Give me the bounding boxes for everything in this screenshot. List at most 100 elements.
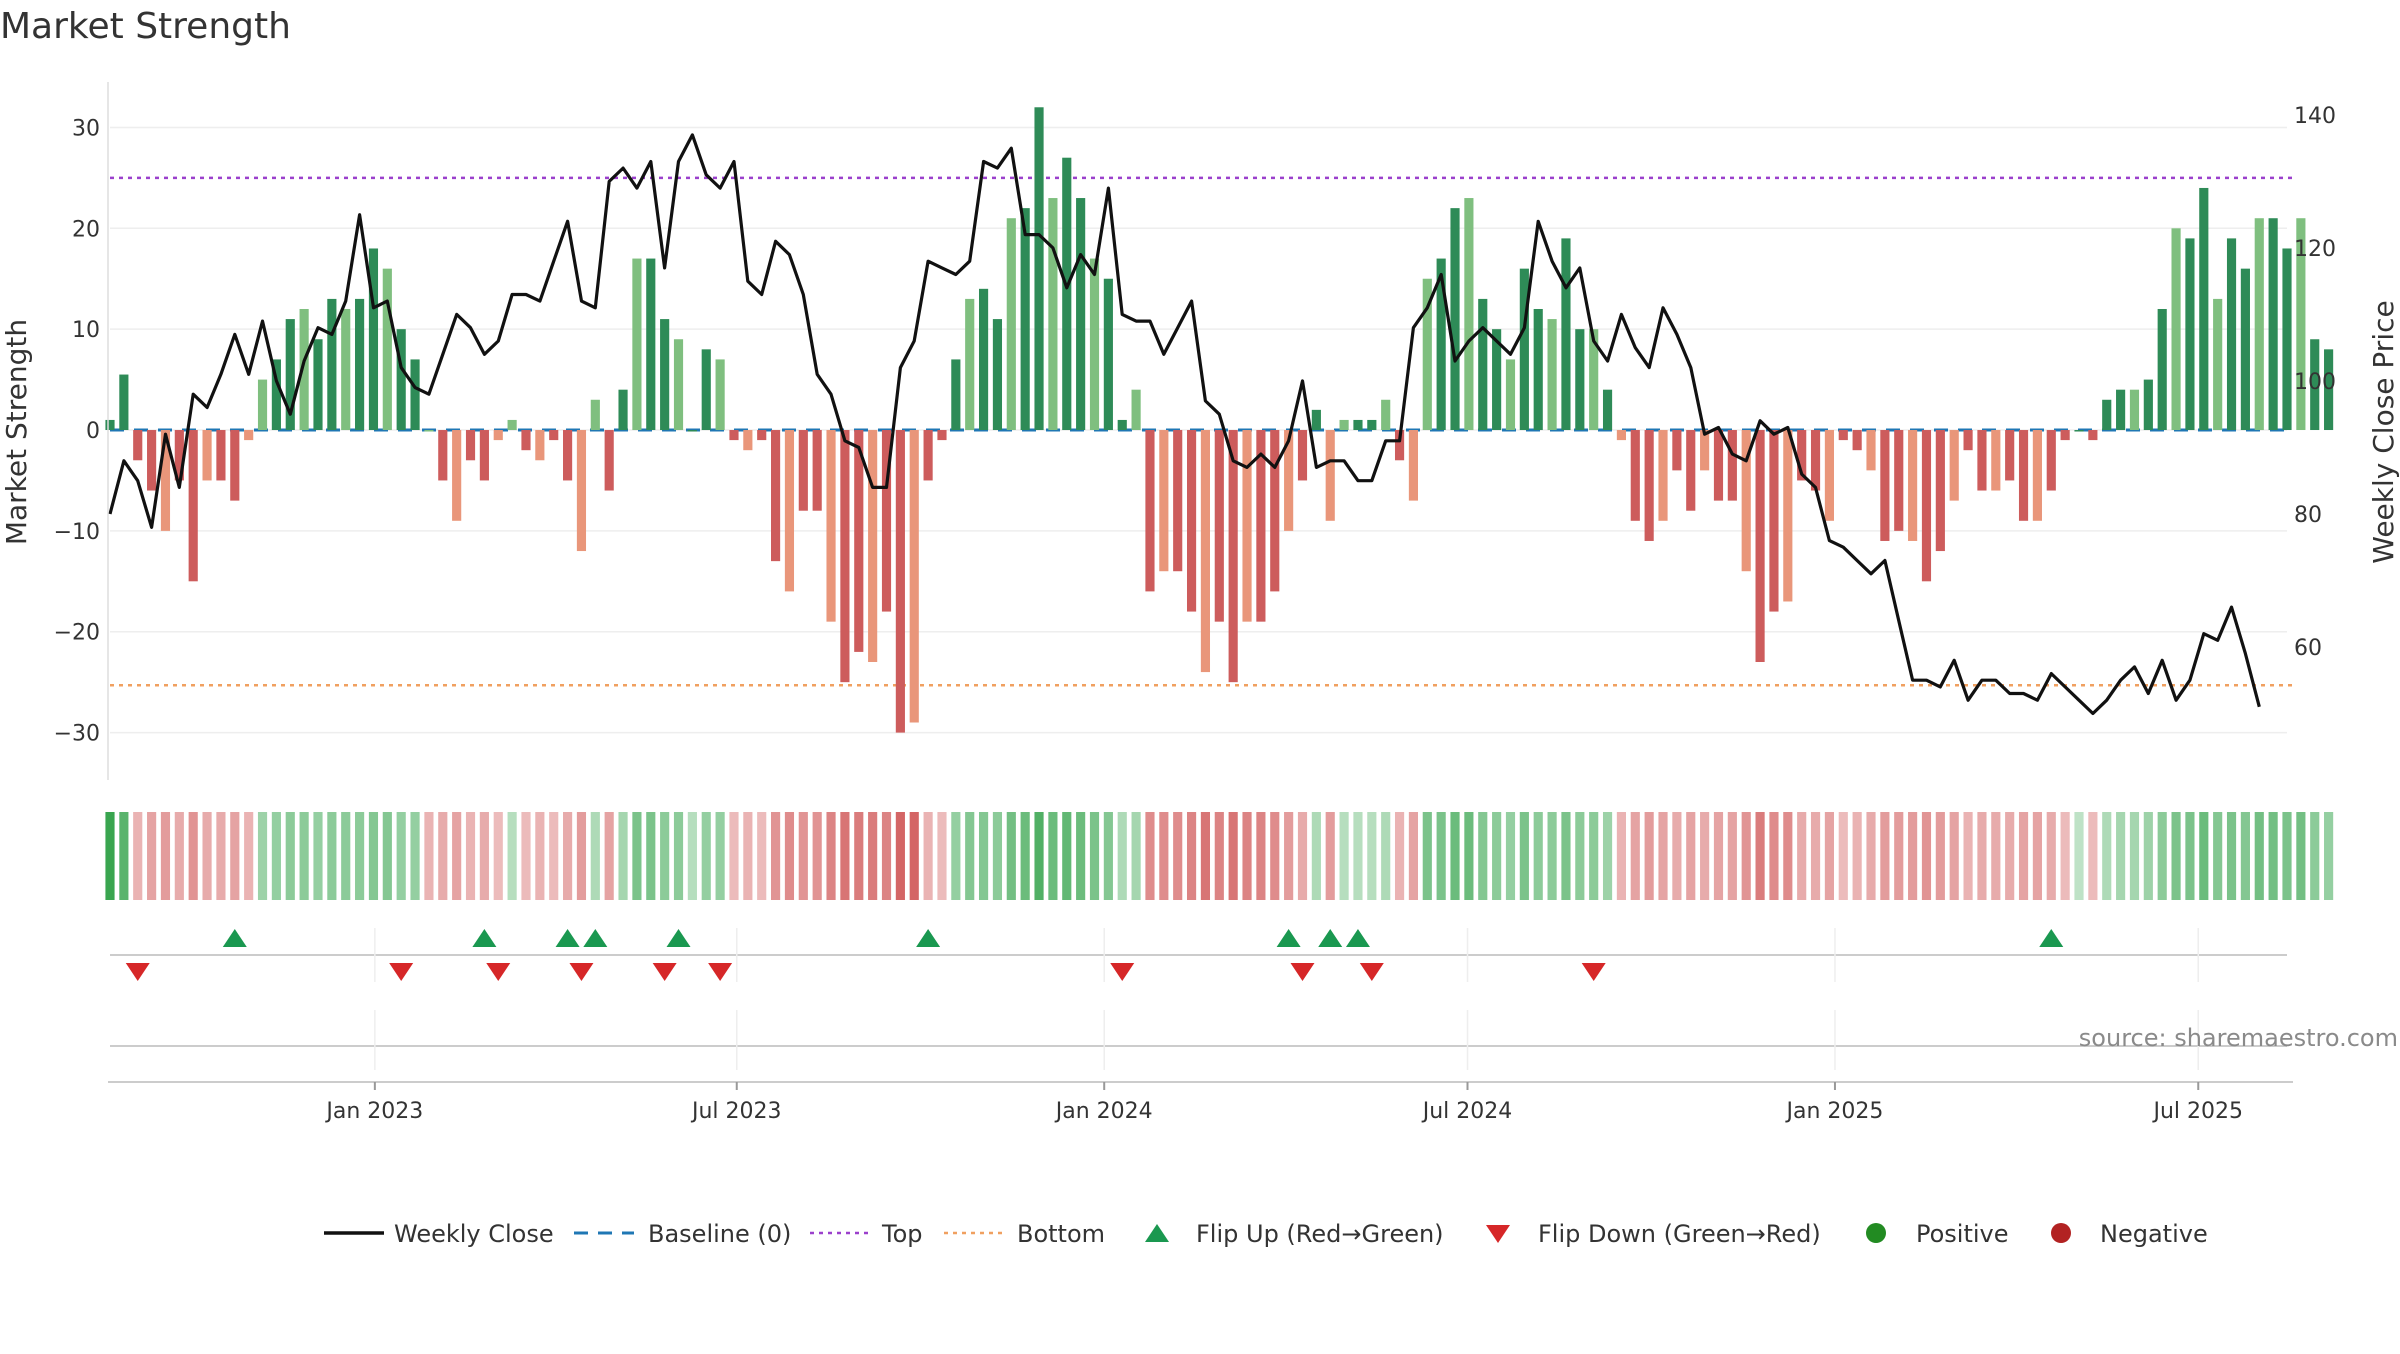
strip-cell bbox=[2296, 812, 2306, 900]
strip-cell bbox=[2185, 812, 2195, 900]
strip-cell bbox=[826, 812, 836, 900]
strength-bar bbox=[1824, 430, 1834, 521]
strip-cell bbox=[1713, 812, 1724, 900]
strip-cell bbox=[673, 812, 684, 900]
strength-bar bbox=[1755, 430, 1765, 662]
strip-cell bbox=[2032, 812, 2042, 900]
strength-bar bbox=[2088, 430, 2098, 441]
strip-cell bbox=[1450, 812, 1460, 900]
x-tick-label: Jan 2024 bbox=[1054, 1099, 1153, 1124]
strip-cell bbox=[1464, 812, 1474, 900]
strength-bar bbox=[1908, 430, 1918, 541]
flip-down-marker bbox=[486, 963, 511, 981]
strength-bar bbox=[840, 430, 850, 683]
strip-cell bbox=[1408, 812, 1419, 900]
strip-cell bbox=[438, 812, 448, 900]
strip-cell bbox=[521, 812, 531, 900]
strength-bar bbox=[729, 430, 739, 441]
strength-bar bbox=[1117, 419, 1127, 431]
strip-cell bbox=[2046, 812, 2056, 900]
flip-down-marker bbox=[389, 963, 414, 981]
strength-bar bbox=[854, 430, 864, 652]
strength-bar bbox=[2282, 248, 2292, 431]
strip-cell bbox=[1769, 812, 1779, 900]
strength-bar bbox=[1894, 430, 1904, 531]
strength-bar bbox=[1297, 430, 1308, 481]
strength-bar bbox=[535, 430, 545, 461]
y-left-tick-label: −20 bbox=[54, 621, 100, 646]
strip-cell bbox=[1242, 812, 1252, 900]
strip-cell bbox=[868, 812, 878, 900]
strip-cell bbox=[2213, 812, 2223, 900]
strip-cell bbox=[1436, 812, 1446, 900]
strip-cell bbox=[715, 812, 725, 900]
strip-cell bbox=[202, 812, 212, 900]
strength-bars bbox=[105, 107, 2334, 733]
strength-bar bbox=[1616, 430, 1626, 441]
strength-bar bbox=[937, 430, 947, 441]
flip-up-marker bbox=[222, 929, 247, 947]
strip-cell bbox=[1297, 812, 1308, 900]
strip-cell bbox=[2018, 812, 2029, 900]
strength-bar bbox=[2116, 389, 2126, 431]
strength-bar bbox=[1505, 359, 1516, 431]
legend-positive-swatch bbox=[1866, 1223, 1886, 1243]
strength-bar bbox=[313, 339, 323, 431]
strip-cell bbox=[2282, 812, 2292, 900]
strength-bar bbox=[2032, 430, 2042, 521]
strip-cell bbox=[1394, 812, 1405, 900]
strength-bar bbox=[1727, 430, 1737, 501]
strength-bar bbox=[743, 430, 753, 451]
strip-cell bbox=[1921, 812, 1932, 900]
strip-cell bbox=[1852, 812, 1862, 900]
strength-bar bbox=[1492, 329, 1502, 431]
strip-cell bbox=[1894, 812, 1904, 900]
strength-bar bbox=[1700, 430, 1710, 471]
flip-down-marker bbox=[1581, 963, 1606, 981]
strip-cell bbox=[1478, 812, 1488, 900]
strength-bar bbox=[1089, 258, 1100, 431]
strength-bar bbox=[1783, 430, 1793, 602]
strip-cell bbox=[812, 812, 822, 900]
strength-bar bbox=[1367, 419, 1377, 431]
strength-bar bbox=[1866, 430, 1876, 471]
strip-cell bbox=[1616, 812, 1626, 900]
strength-bar bbox=[1103, 278, 1113, 431]
strip-cell bbox=[604, 812, 614, 900]
strip-cell bbox=[840, 812, 850, 900]
strip-cell bbox=[2143, 812, 2153, 900]
strip-cell bbox=[1602, 812, 1613, 900]
legend-label: Negative bbox=[2100, 1220, 2208, 1248]
strength-bar bbox=[1713, 430, 1724, 501]
strength-bar bbox=[1436, 258, 1446, 431]
strength-bar bbox=[812, 430, 822, 511]
strip-cell bbox=[1311, 812, 1321, 900]
strength-bar bbox=[465, 430, 476, 461]
strength-bar bbox=[1630, 430, 1640, 521]
strip-cell bbox=[396, 812, 406, 900]
flip-up-marker bbox=[583, 929, 608, 947]
strength-bar bbox=[1991, 430, 2001, 491]
strip-cell bbox=[923, 812, 933, 900]
strength-bar bbox=[1977, 430, 1987, 491]
strip-cell bbox=[257, 812, 268, 900]
strip-cell bbox=[978, 812, 989, 900]
strength-bar bbox=[1131, 389, 1141, 431]
strip-cell bbox=[729, 812, 739, 900]
strength-bar bbox=[147, 430, 157, 491]
strip-cell bbox=[590, 812, 600, 900]
y-left-tick-label: 20 bbox=[72, 217, 100, 242]
strip-cell bbox=[992, 812, 1003, 900]
strip-cell bbox=[937, 812, 947, 900]
strip-cell bbox=[382, 812, 392, 900]
strip-cell bbox=[1353, 812, 1363, 900]
flip-down-marker bbox=[1110, 963, 1135, 981]
strip-cell bbox=[1672, 812, 1682, 900]
strip-cell bbox=[424, 812, 434, 900]
strength-bar bbox=[826, 430, 836, 622]
y-left-tick-label: 0 bbox=[86, 419, 100, 444]
strip-cell bbox=[507, 812, 517, 900]
strength-bar bbox=[1256, 430, 1266, 622]
strength-bar bbox=[2157, 308, 2167, 431]
strength-bar bbox=[119, 374, 129, 431]
